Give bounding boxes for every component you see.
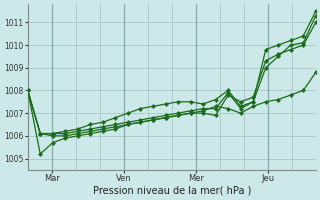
X-axis label: Pression niveau de la mer( hPa ): Pression niveau de la mer( hPa ) — [92, 186, 251, 196]
